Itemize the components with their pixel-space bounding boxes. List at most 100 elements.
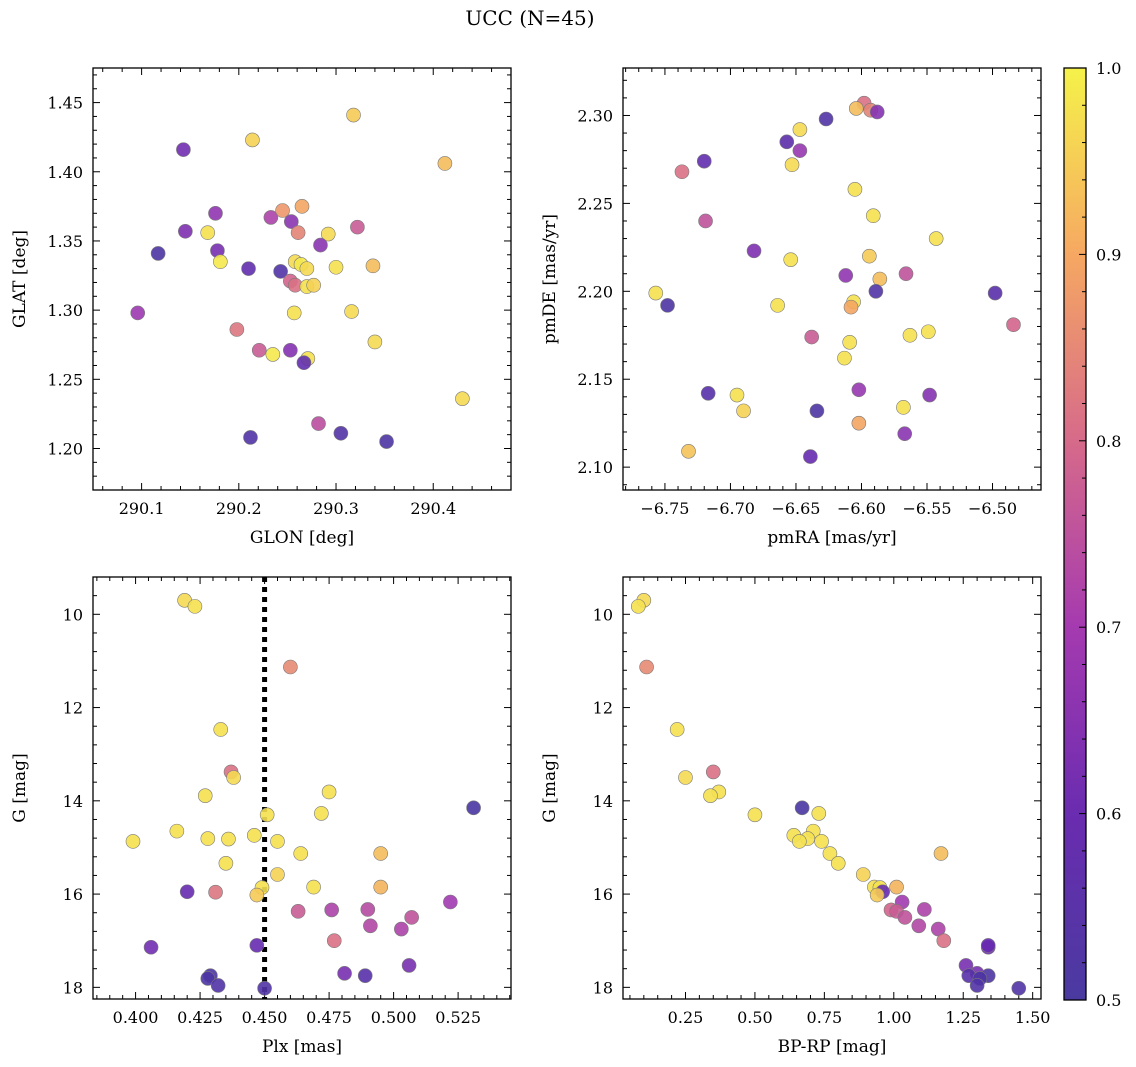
y-tick-label: 2.20 (577, 282, 613, 301)
x-tick-label: 1.00 (876, 1008, 912, 1027)
y-tick-label: 14 (593, 792, 613, 811)
data-point (286, 305, 302, 321)
data-point (897, 910, 913, 925)
data-point (290, 904, 306, 919)
data-point (1011, 980, 1027, 996)
x-tick-label: 0.50 (737, 1008, 773, 1027)
data-point (1006, 317, 1021, 333)
x-tick-label: 290.1 (119, 499, 165, 518)
y-tick-label: 1.25 (47, 370, 83, 389)
data-point (437, 156, 453, 171)
data-point (208, 205, 223, 221)
data-point (221, 831, 236, 847)
data-point (213, 722, 229, 737)
data-point (337, 966, 352, 981)
colorbar-gradient (1063, 67, 1087, 1001)
data-point (705, 764, 721, 780)
x-axis-label: pmRA [mas/yr] (767, 528, 896, 548)
data-point (969, 978, 985, 993)
data-point (703, 788, 718, 803)
data-point (210, 978, 226, 993)
data-point (245, 132, 260, 148)
data-point (698, 213, 713, 229)
x-tick-label: −6.60 (837, 499, 886, 518)
data-point (200, 225, 216, 240)
data-point (241, 261, 256, 276)
data-point (792, 834, 807, 849)
y-tick-label: 2.10 (577, 458, 613, 477)
data-point (818, 111, 834, 127)
data-point (700, 385, 716, 401)
data-point (868, 284, 884, 299)
y-tick-label: 1.20 (47, 439, 83, 458)
x-axis-label: Plx [mas] (262, 1037, 342, 1057)
y-axis-label: GLAT [deg] (10, 230, 30, 328)
data-point (299, 261, 315, 276)
data-point (660, 298, 675, 313)
x-tick-label: 0.525 (435, 1008, 481, 1027)
x-tick-label: −6.75 (640, 499, 689, 518)
data-point (746, 243, 762, 259)
x-tick-label: 290.3 (313, 499, 359, 518)
data-point (150, 246, 166, 261)
x-tick-label: 1.50 (1015, 1008, 1051, 1027)
panel-bprp-g: 0.25 0.50 0.75 1.00 1.25 1.50 10 12 14 16 18 BP-RP … (540, 576, 1051, 1057)
data-point (922, 387, 937, 403)
y-tick-label: 18 (593, 978, 613, 997)
data-point (251, 342, 267, 358)
colorbar-tick-label: 0.6 (1096, 805, 1121, 824)
data-point (283, 659, 298, 675)
data-point (270, 834, 285, 849)
data-point (357, 968, 373, 983)
data-point (394, 921, 409, 937)
data-point (379, 434, 394, 449)
x-tick-label: 0.475 (306, 1008, 352, 1027)
data-point (897, 426, 913, 442)
data-point (373, 846, 388, 861)
data-point (324, 902, 339, 918)
data-point (143, 939, 159, 955)
data-point (814, 834, 829, 849)
data-point (294, 199, 310, 214)
data-point (373, 879, 388, 895)
data-point (851, 415, 867, 431)
data-point (404, 910, 419, 925)
data-point (360, 902, 376, 917)
data-point (869, 104, 885, 120)
data-point (896, 400, 911, 415)
colorbar-tick-label: 1.0 (1096, 59, 1121, 78)
data-point (784, 157, 800, 173)
data-point (837, 350, 852, 366)
y-tick-label: 14 (63, 792, 83, 811)
data-point (346, 107, 361, 123)
x-tick-label: 290.2 (216, 499, 262, 518)
data-point (809, 403, 825, 419)
x-axis-label: BP-RP [mag] (778, 1037, 887, 1057)
data-point (363, 918, 378, 934)
data-point (855, 867, 871, 882)
x-tick-label: −6.50 (968, 499, 1017, 518)
figure-title: UCC (N=45) (465, 6, 595, 30)
data-point (179, 884, 195, 900)
y-tick-label: 12 (63, 699, 83, 718)
y-tick-label: 2.30 (577, 106, 613, 125)
y-tick-label: 1.30 (47, 301, 83, 320)
data-point (333, 425, 349, 441)
data-point (290, 225, 306, 240)
data-point (265, 347, 281, 362)
data-point (928, 231, 944, 246)
colorbar: 0.5 0.6 0.7 0.8 0.9 1.0 (1063, 59, 1121, 1010)
data-point (259, 807, 275, 823)
data-point (911, 918, 927, 934)
x-tick-label: 0.75 (807, 1008, 843, 1027)
data-point (921, 324, 936, 340)
y-tick-label: 1.40 (47, 163, 83, 182)
data-point (639, 659, 654, 675)
data-point (862, 248, 877, 264)
data-point (229, 322, 245, 337)
data-point (933, 846, 949, 861)
data-point (851, 382, 867, 398)
data-point (284, 214, 299, 229)
data-point (320, 226, 336, 242)
data-point (125, 834, 141, 849)
